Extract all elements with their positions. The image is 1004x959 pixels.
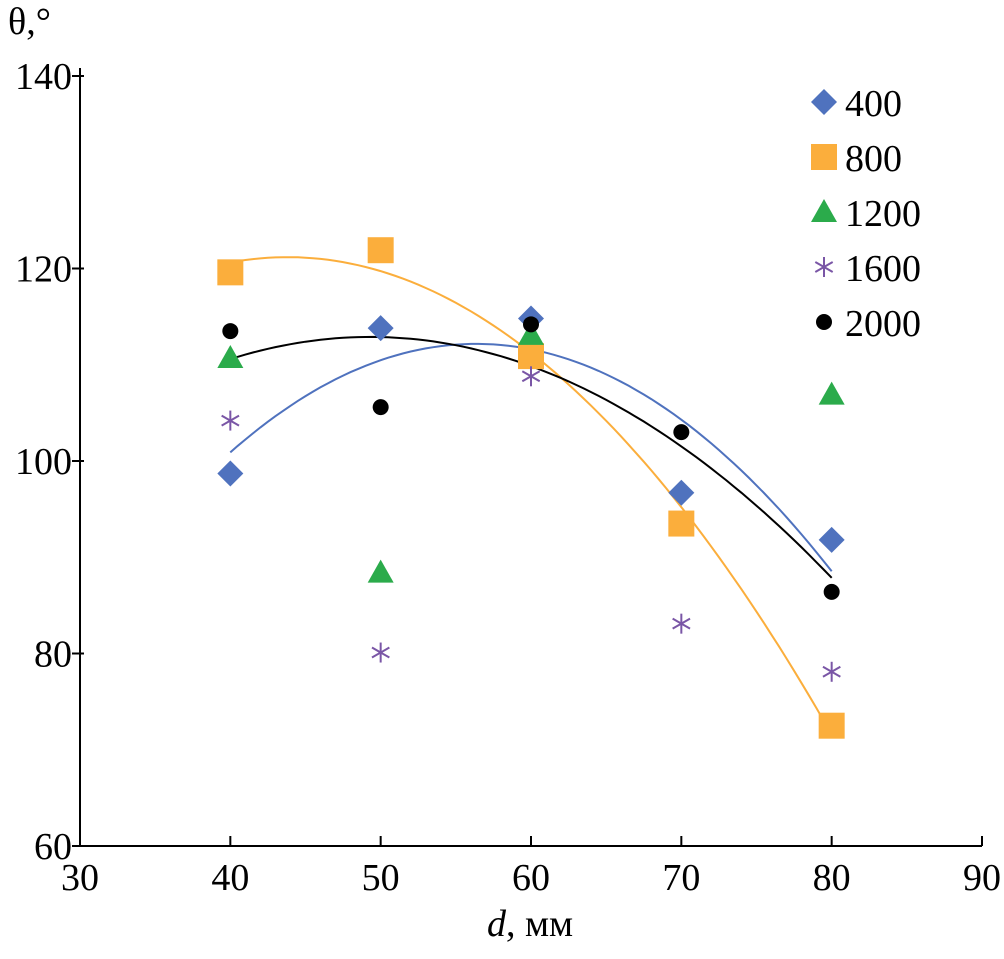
y-tick-label: 80 <box>34 634 72 676</box>
legend-label-2000: 2000 <box>845 303 921 345</box>
y-tick-label: 120 <box>15 249 72 291</box>
data-point-1200 <box>518 321 544 345</box>
data-point-1200 <box>818 381 845 405</box>
x-tick-label: 50 <box>362 857 400 899</box>
legend-label-400: 400 <box>845 83 902 125</box>
data-point-1200 <box>217 345 244 369</box>
x-tick-label: 70 <box>662 857 700 899</box>
data-point-400 <box>217 460 244 487</box>
legend-marker-2000 <box>816 314 832 330</box>
data-point-1600 <box>672 613 691 634</box>
data-point-400 <box>818 526 845 553</box>
x-tick-label: 90 <box>963 857 1001 899</box>
x-axis-unit: , мм <box>506 903 573 945</box>
y-tick-label: 60 <box>34 826 72 868</box>
x-tick-label: 80 <box>813 857 851 899</box>
legend-label-1600: 1600 <box>845 248 921 290</box>
axes <box>79 68 982 847</box>
y-axis-title: θ,° <box>8 1 51 43</box>
x-tick-label: 40 <box>211 857 249 899</box>
legend: 400 800 1200 1600 2000 <box>811 83 921 345</box>
data-point-800 <box>818 712 845 739</box>
y-tick-label: 100 <box>15 441 72 483</box>
legend-label-800: 800 <box>845 138 902 180</box>
x-axis-title: d, мм <box>487 903 573 945</box>
data-point-1200 <box>367 559 394 583</box>
data-point-2000 <box>222 323 239 340</box>
data-point-2000 <box>823 583 840 600</box>
y-tick-label: 140 <box>15 56 72 98</box>
x-axis-variable: d <box>487 903 507 945</box>
data-point-800 <box>217 259 244 286</box>
data-points <box>217 237 845 739</box>
data-point-800 <box>518 343 544 370</box>
data-point-2000 <box>523 316 539 333</box>
data-point-400 <box>668 479 695 506</box>
data-point-2000 <box>372 399 389 416</box>
data-point-1600 <box>822 661 841 682</box>
legend-marker-1600 <box>814 257 834 277</box>
data-point-1600 <box>521 366 541 387</box>
data-point-1600 <box>221 410 240 431</box>
data-point-400 <box>367 315 394 342</box>
x-tick-label: 30 <box>61 857 99 899</box>
data-point-800 <box>668 510 695 537</box>
x-tick-label: 60 <box>512 857 550 899</box>
legend-marker-1200 <box>811 199 837 222</box>
ticks: 30 40 50 60 70 80 90 60 80 100 120 140 <box>15 56 1001 899</box>
legend-marker-400 <box>811 89 837 115</box>
data-point-1600 <box>371 642 390 663</box>
legend-marker-800 <box>811 144 837 170</box>
data-point-800 <box>367 237 394 264</box>
legend-label-1200: 1200 <box>845 193 921 235</box>
data-point-2000 <box>673 424 690 441</box>
